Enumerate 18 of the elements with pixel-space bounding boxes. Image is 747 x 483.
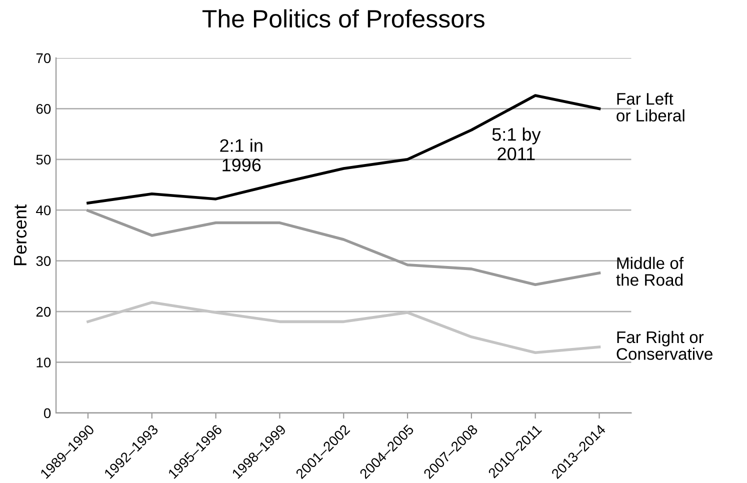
annotation: 5:1 by 2011 [492,128,541,160]
line-series [86,301,601,354]
y-tick-label: 70 [36,53,51,64]
annotation: 2:1 in 1996 [220,138,262,172]
y-tick-label: 50 [36,154,51,165]
y-tick-label: 0 [44,408,51,418]
line-series [86,209,601,286]
y-tick-label: 20 [36,306,51,317]
chart-title: The Politics of Professors [202,9,484,28]
series-label: Far Right or Conservative [616,330,712,360]
series-label: Middle of the Road [616,256,684,286]
series-label: Far Left or Liberal [616,92,684,122]
y-tick-label: 10 [36,358,51,368]
y-tick-label: 30 [36,256,51,266]
y-axis-title: Percent [14,204,27,266]
y-tick-label: 60 [36,104,51,114]
line-series [86,94,601,204]
y-tick-label: 40 [36,205,51,216]
